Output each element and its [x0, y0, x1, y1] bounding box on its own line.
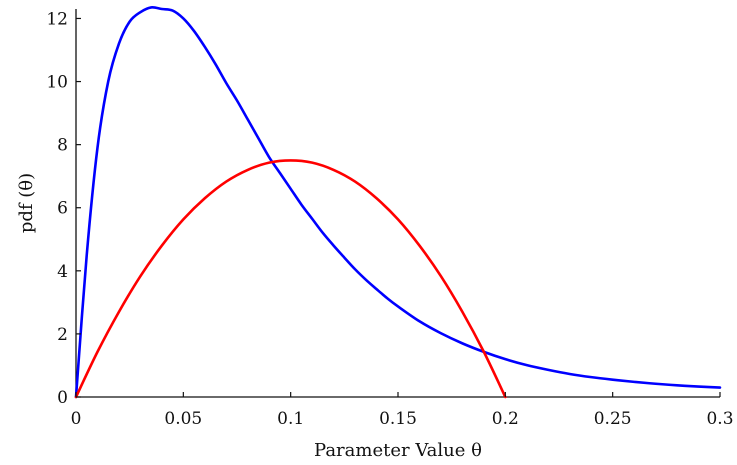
series-line-blue: [74, 6, 722, 399]
y-tick-label: 12: [46, 9, 68, 29]
y-tick-label: 8: [57, 136, 68, 156]
x-tick-label: 0.2: [492, 409, 519, 429]
x-tick-label: 0: [71, 409, 82, 429]
series-line-red: [74, 159, 507, 399]
x-tick-label: 0.3: [706, 409, 733, 429]
y-tick-label: 6: [57, 199, 68, 219]
y-tick-label: 4: [57, 262, 68, 282]
y-axis-label: pdf (θ): [16, 173, 37, 233]
y-tick-label: 0: [57, 388, 68, 408]
axes: [75, 9, 720, 398]
x-tick-label: 0.25: [594, 409, 632, 429]
x-tick-label: 0.15: [379, 409, 417, 429]
x-axis-label: Parameter Value θ: [314, 440, 482, 461]
y-tick-label: 2: [57, 325, 68, 345]
ticks: 0 0.05 0.1 0.15 0.2 0.25 0.3 0 2 4 6 8 10 12: [46, 9, 733, 429]
x-tick-label: 0.1: [277, 409, 304, 429]
plot-area: [74, 6, 722, 399]
y-tick-label: 10: [46, 73, 68, 93]
x-tick-label: 0.05: [164, 409, 202, 429]
